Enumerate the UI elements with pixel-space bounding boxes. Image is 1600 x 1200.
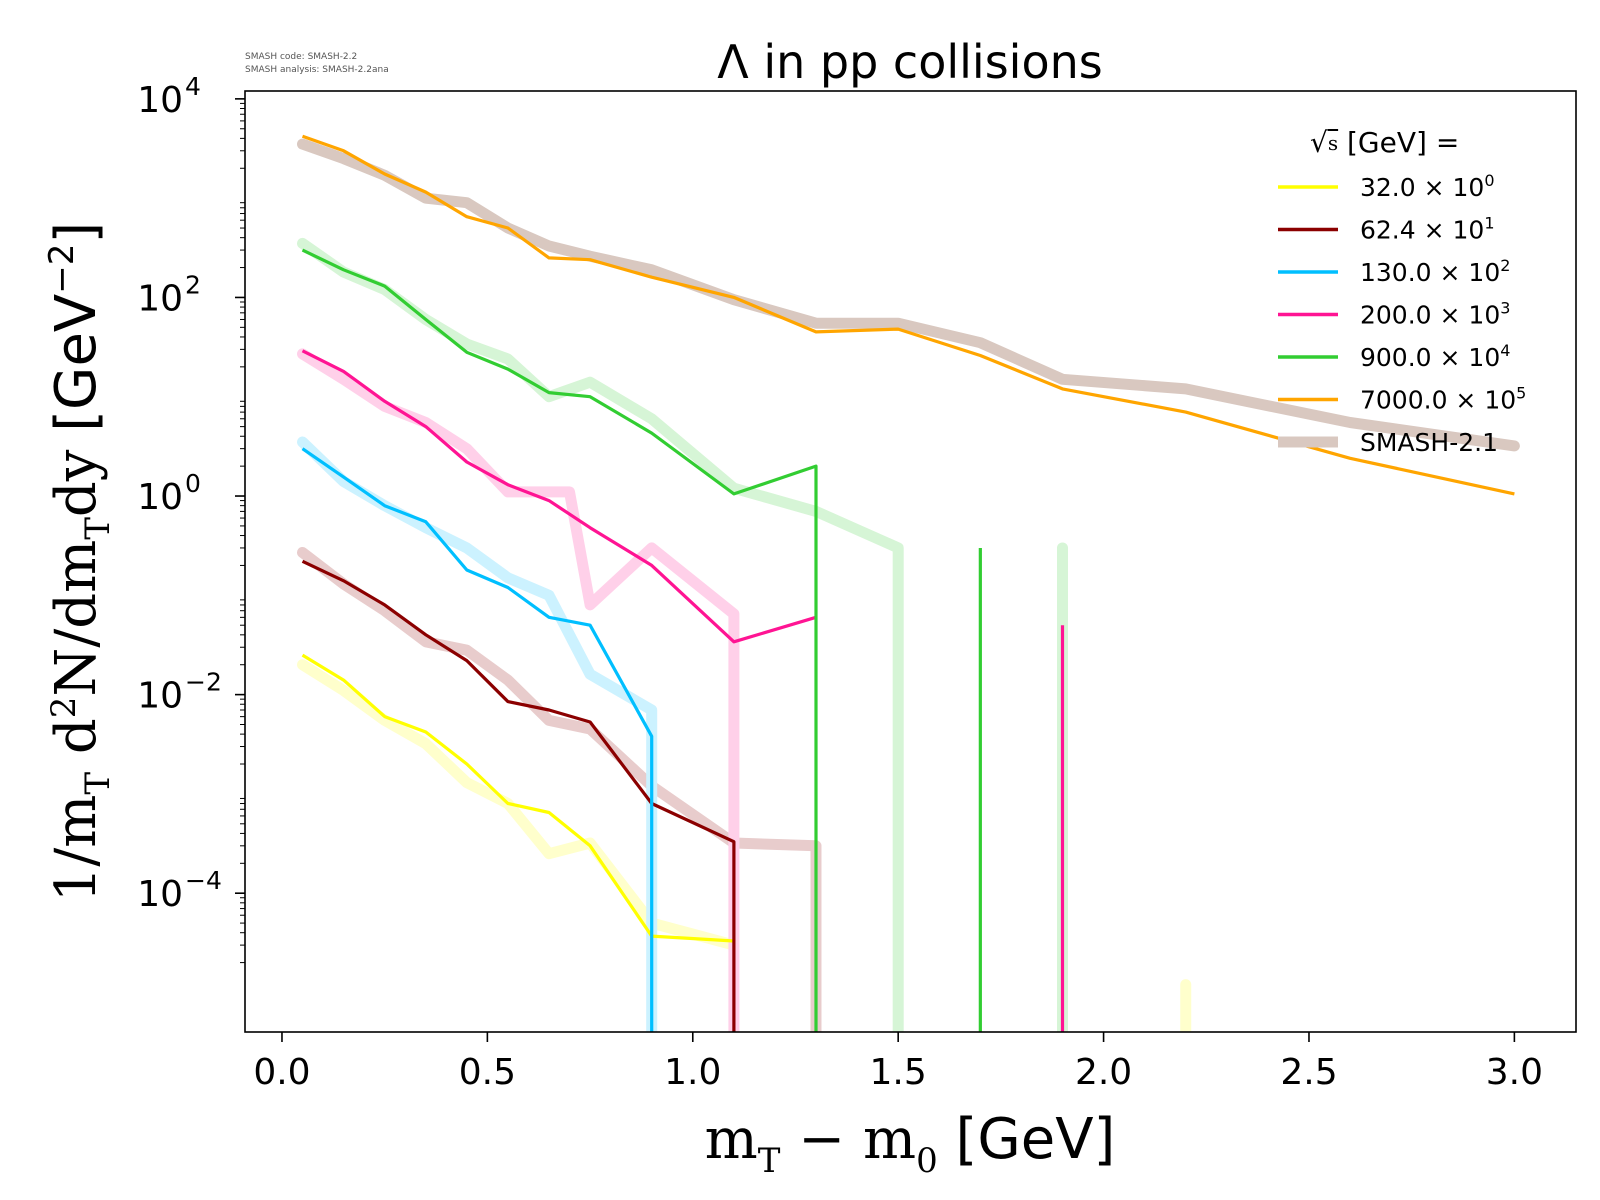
series-4-reference-line (297, 348, 740, 1032)
y-tick-label: 10 (137, 477, 183, 518)
series-6-line (301, 134, 1515, 496)
series-group (301, 134, 1515, 1032)
series-6-reference-line (297, 138, 1520, 452)
legend-title: √s [GeV] = (1310, 126, 1459, 159)
series-1-line (301, 653, 734, 943)
legend-label-5: 900.0 × 104 (1360, 341, 1510, 372)
y-tick-exponent: −4 (185, 866, 222, 895)
legend-label-6: 7000.0 × 105 (1360, 384, 1526, 415)
legend: √s [GeV] = 32.0 × 100 62.4 × 101 130.0 × 1… (1278, 126, 1526, 457)
reference-series-group (297, 138, 1520, 1032)
legend-label-2: 62.4 × 101 (1360, 214, 1495, 245)
y-tick-label: 10 (137, 874, 183, 915)
y-tick-exponent: 4 (185, 72, 201, 101)
x-tick-label: 0.0 (253, 1052, 310, 1093)
chart-title: Λ in pp collisions (717, 35, 1102, 89)
smash-code-label: SMASH code: SMASH-2.2 (245, 52, 357, 62)
plot-frame (244, 90, 1577, 1033)
y-tick-label: 10 (137, 80, 183, 121)
legend-label-3: 130.0 × 102 (1360, 256, 1510, 287)
y-tick-exponent: −2 (185, 668, 222, 697)
y-tick-exponent: 2 (185, 270, 201, 299)
x-tick-label: 0.5 (459, 1052, 516, 1093)
series-2-line (301, 559, 736, 1032)
series-1-reference-line (297, 659, 740, 951)
x-tick-label: 2.0 (1075, 1052, 1132, 1093)
series-5-line (301, 248, 818, 1032)
x-tick-label: 2.5 (1280, 1052, 1337, 1093)
y-axis-label: 1/mT d2N/dmTdy [GeV−2] (42, 222, 118, 902)
series-4-line (301, 349, 817, 644)
x-tick-label: 1.0 (664, 1052, 721, 1093)
series-3-reference-line (297, 436, 658, 1032)
y-tick-exponent: 0 (185, 469, 201, 498)
series-3-line (301, 447, 654, 1032)
x-tick-label: 1.5 (870, 1052, 927, 1093)
x-axis-label: mT − m0 [GeV] (705, 1107, 1116, 1181)
smash-analysis-label: SMASH analysis: SMASH-2.2ana (245, 65, 389, 75)
y-tick-label: 10 (137, 278, 183, 319)
x-tick-label: 3.0 (1486, 1052, 1543, 1093)
x-axis: 0.0 0.5 1.0 1.5 2.0 2.5 3.0 (253, 1032, 1543, 1093)
legend-label-4: 200.0 × 103 (1360, 299, 1510, 330)
legend-label-1: 32.0 × 100 (1360, 171, 1495, 202)
legend-label-reference: SMASH-2.1 (1360, 428, 1498, 457)
y-tick-label: 10 (137, 676, 183, 717)
series-2-reference-line (297, 547, 822, 1032)
